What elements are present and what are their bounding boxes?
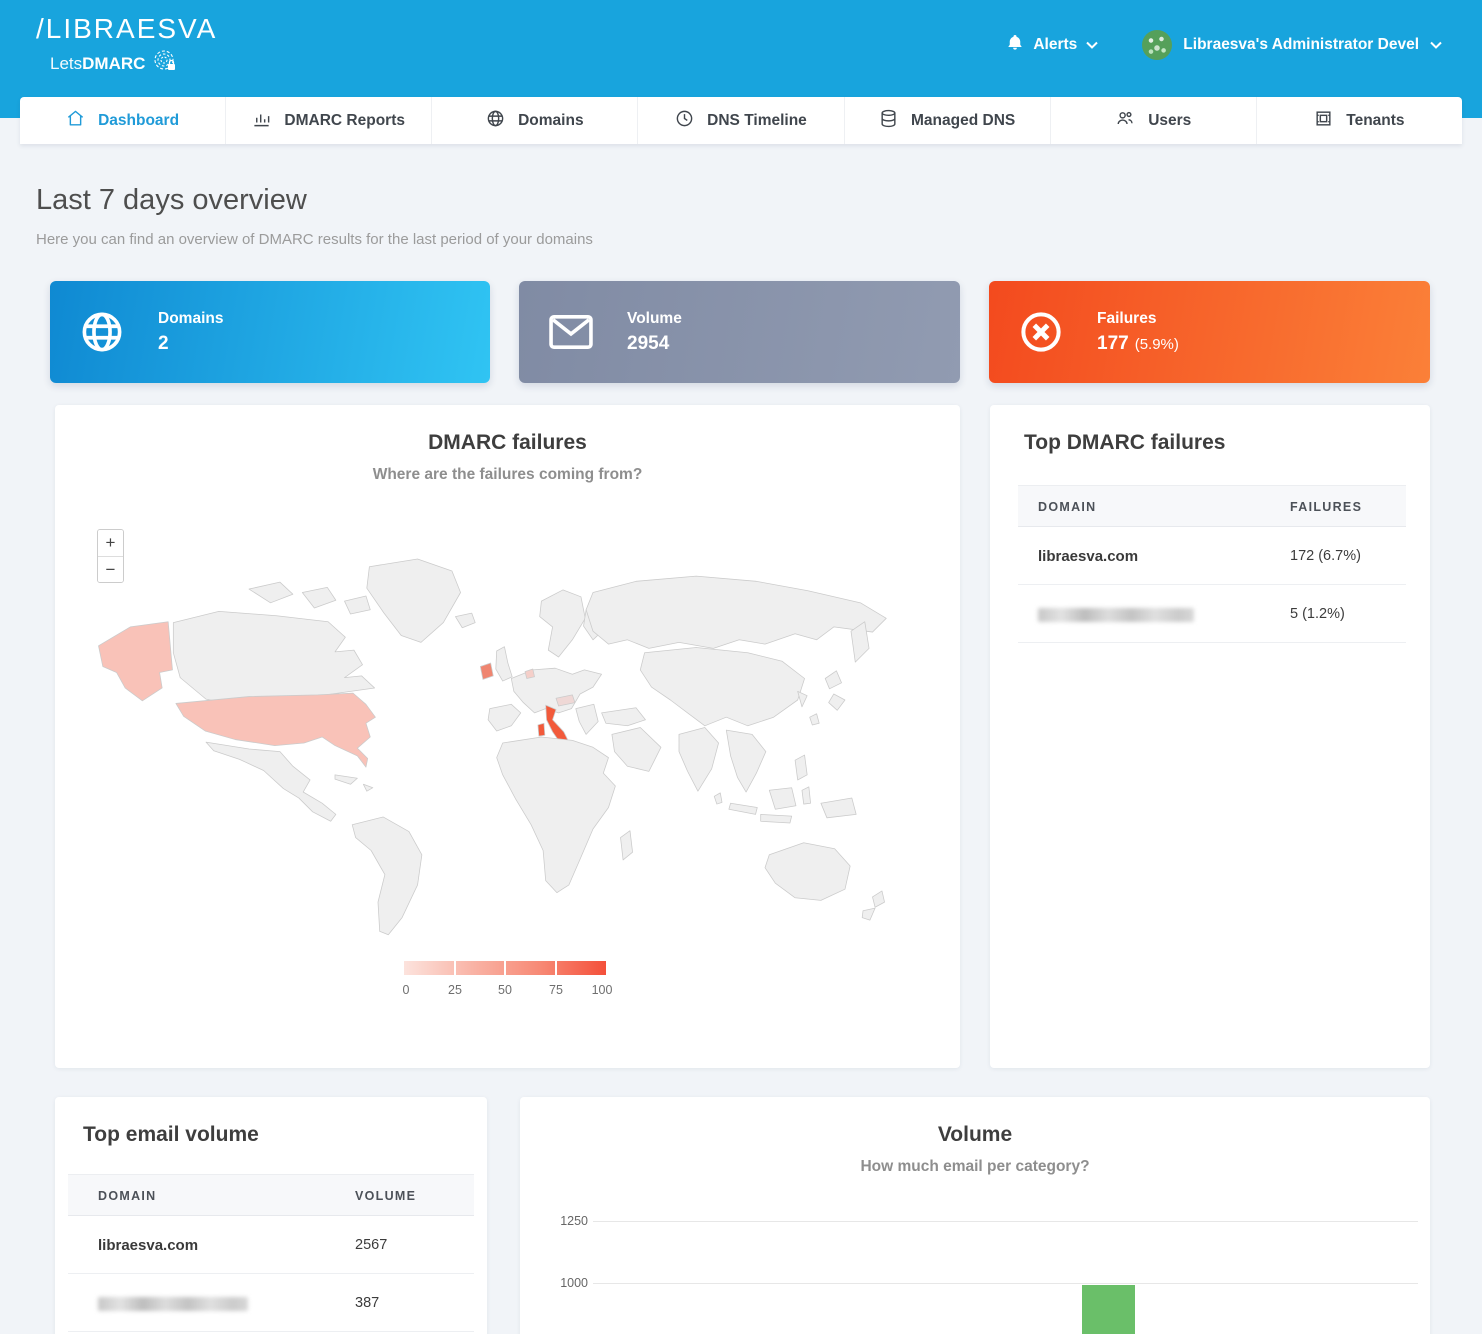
bar-volume[interactable]	[1082, 1285, 1135, 1334]
chart-subtitle: How much email per category?	[520, 1158, 1430, 1176]
envelope-icon	[547, 313, 595, 351]
stat-card-failures[interactable]: Failures 177 (5.9%)	[989, 281, 1430, 383]
column-header-domain: DOMAIN	[1038, 500, 1097, 514]
home-icon	[66, 109, 85, 133]
table-row[interactable]: 387	[68, 1274, 474, 1332]
tab-domains[interactable]: Domains	[432, 97, 638, 144]
column-header-failures: FAILURES	[1290, 500, 1362, 514]
failures-cell: 5 (1.2%)	[1290, 606, 1345, 622]
stat-label: Domains	[158, 310, 223, 328]
map-card-subtitle: Where are the failures coming from?	[55, 466, 960, 484]
tab-dmarc-reports[interactable]: DMARC Reports	[226, 97, 432, 144]
tab-label: DNS Timeline	[707, 112, 807, 130]
stat-value: 177	[1097, 333, 1129, 354]
table-row[interactable]: 5 (1.2%)	[1018, 585, 1406, 643]
column-header-domain: DOMAIN	[98, 1189, 157, 1203]
stat-value: 2	[158, 333, 223, 355]
tab-users[interactable]: Users	[1051, 97, 1257, 144]
database-icon	[879, 109, 898, 133]
tab-label: DMARC Reports	[284, 112, 405, 130]
libraesva-logo: /LIBRAESVA LetsDMARC	[36, 13, 217, 79]
alerts-menu[interactable]: Alerts	[1006, 33, 1098, 57]
choropleth-scale-labels: 0 25 50 75 100	[404, 983, 606, 997]
gridline	[593, 1221, 1418, 1222]
stat-percent: (5.9%)	[1135, 336, 1179, 353]
tab-dashboard[interactable]: Dashboard	[20, 97, 226, 144]
volume-chart-card: Volume How much email per category? 1250…	[520, 1097, 1430, 1334]
domain-cell: libraesva.com	[98, 1237, 198, 1254]
gridline	[593, 1283, 1418, 1284]
tab-label: Domains	[518, 112, 583, 130]
redacted-domain	[1038, 608, 1194, 622]
world-choropleth-map[interactable]	[77, 537, 937, 949]
avatar	[1142, 30, 1172, 60]
clock-icon	[675, 109, 694, 133]
globe-icon	[78, 309, 126, 355]
stat-card-volume[interactable]: Volume 2954	[519, 281, 960, 383]
letsdmarc-dashboard: /LIBRAESVA LetsDMARC	[0, 0, 1482, 1334]
top-failures-table: DOMAIN FAILURES libraesva.com 172 (6.7%)…	[1018, 485, 1406, 643]
page-subtitle: Here you can find an overview of DMARC r…	[36, 231, 593, 248]
globe-icon	[486, 109, 505, 133]
logo-wordmark: /LIBRAESVA	[36, 13, 217, 45]
user-name: Libraesva's Administrator Devel	[1183, 36, 1419, 54]
card-title: Top DMARC failures	[1024, 431, 1225, 455]
users-icon	[1115, 109, 1135, 133]
tab-label: Managed DNS	[911, 112, 1015, 130]
top-volume-table: DOMAIN VOLUME libraesva.com 2567 387	[68, 1174, 474, 1332]
logo-letsdmarc: LetsDMARC	[50, 54, 145, 74]
stat-label: Volume	[627, 310, 682, 328]
bell-icon	[1006, 33, 1024, 57]
tab-managed-dns[interactable]: Managed DNS	[845, 97, 1051, 144]
map-card-title: DMARC failures	[55, 431, 960, 455]
x-circle-icon	[1017, 309, 1065, 355]
page-title: Last 7 days overview	[36, 184, 307, 217]
stat-label: Failures	[1097, 310, 1179, 328]
dmarc-failures-map-card: DMARC failures Where are the failures co…	[55, 405, 960, 1068]
bar-chart-icon	[252, 109, 271, 133]
top-email-volume-card: Top email volume DOMAIN VOLUME libraesva…	[55, 1097, 487, 1334]
chevron-down-icon	[1086, 36, 1098, 54]
stat-card-domains[interactable]: Domains 2	[50, 281, 490, 383]
frame-icon	[1314, 109, 1333, 133]
tab-tenants[interactable]: Tenants	[1257, 97, 1462, 144]
table-row[interactable]: libraesva.com 172 (6.7%)	[1018, 527, 1406, 585]
card-title: Top email volume	[83, 1123, 259, 1147]
failures-cell: 172 (6.7%)	[1290, 548, 1361, 564]
alerts-label: Alerts	[1033, 36, 1077, 54]
tab-dns-timeline[interactable]: DNS Timeline	[638, 97, 844, 144]
top-dmarc-failures-card: Top DMARC failures DOMAIN FAILURES libra…	[990, 405, 1430, 1068]
redacted-domain	[98, 1297, 248, 1311]
stat-value: 2954	[627, 333, 682, 355]
main-nav: Dashboard DMARC Reports Domains DNS Time…	[20, 97, 1462, 144]
volume-cell: 2567	[355, 1237, 387, 1253]
tab-label: Dashboard	[98, 112, 179, 130]
y-axis-tick: 1250	[548, 1214, 588, 1228]
domain-cell: libraesva.com	[1038, 548, 1138, 565]
fingerprint-icon	[152, 48, 178, 79]
tab-label: Tenants	[1346, 112, 1404, 130]
column-header-volume: VOLUME	[355, 1189, 416, 1203]
chevron-down-icon	[1430, 36, 1442, 54]
y-axis-tick: 1000	[548, 1276, 588, 1290]
tab-label: Users	[1148, 112, 1191, 130]
chart-title: Volume	[520, 1123, 1430, 1147]
table-row[interactable]: libraesva.com 2567	[68, 1216, 474, 1274]
user-menu[interactable]: Libraesva's Administrator Devel	[1142, 30, 1442, 60]
choropleth-color-scale	[404, 961, 606, 975]
volume-cell: 387	[355, 1295, 379, 1311]
table-header: DOMAIN FAILURES	[1018, 485, 1406, 527]
table-header: DOMAIN VOLUME	[68, 1174, 474, 1216]
